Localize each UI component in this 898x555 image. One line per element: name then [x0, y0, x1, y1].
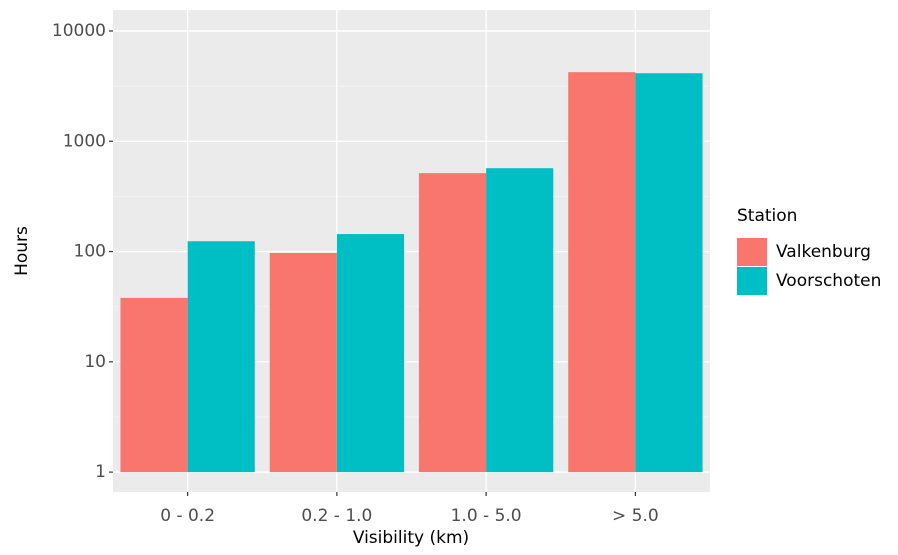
bar: [120, 297, 188, 473]
legend-label: Valkenburg: [776, 242, 871, 262]
bar: [486, 168, 554, 473]
x-axis-title: Visibility (km): [353, 528, 469, 548]
bar: [418, 173, 487, 473]
x-tick-label: 0 - 0.2: [160, 506, 215, 526]
bar: [568, 72, 636, 473]
y-axis-title: Hours: [12, 226, 32, 276]
legend-key: [737, 267, 767, 295]
legend-label: Voorschoten: [776, 271, 881, 291]
y-tick-label: 10: [84, 352, 106, 372]
y-tick-label: 100: [74, 242, 106, 262]
x-tick-label: 0.2 - 1.0: [301, 506, 372, 526]
y-tick-label: 10000: [52, 21, 106, 41]
y-tick-label: 1: [95, 462, 106, 482]
bar: [187, 241, 255, 473]
legend-title: Station: [737, 206, 797, 226]
bar: [269, 253, 337, 473]
x-tick-label: 1.0 - 5.0: [451, 506, 522, 526]
bar: [635, 73, 703, 473]
x-tick-label: > 5.0: [612, 506, 659, 526]
legend-key: [737, 238, 767, 266]
bar: [336, 234, 405, 473]
y-tick-label: 1000: [63, 131, 106, 151]
